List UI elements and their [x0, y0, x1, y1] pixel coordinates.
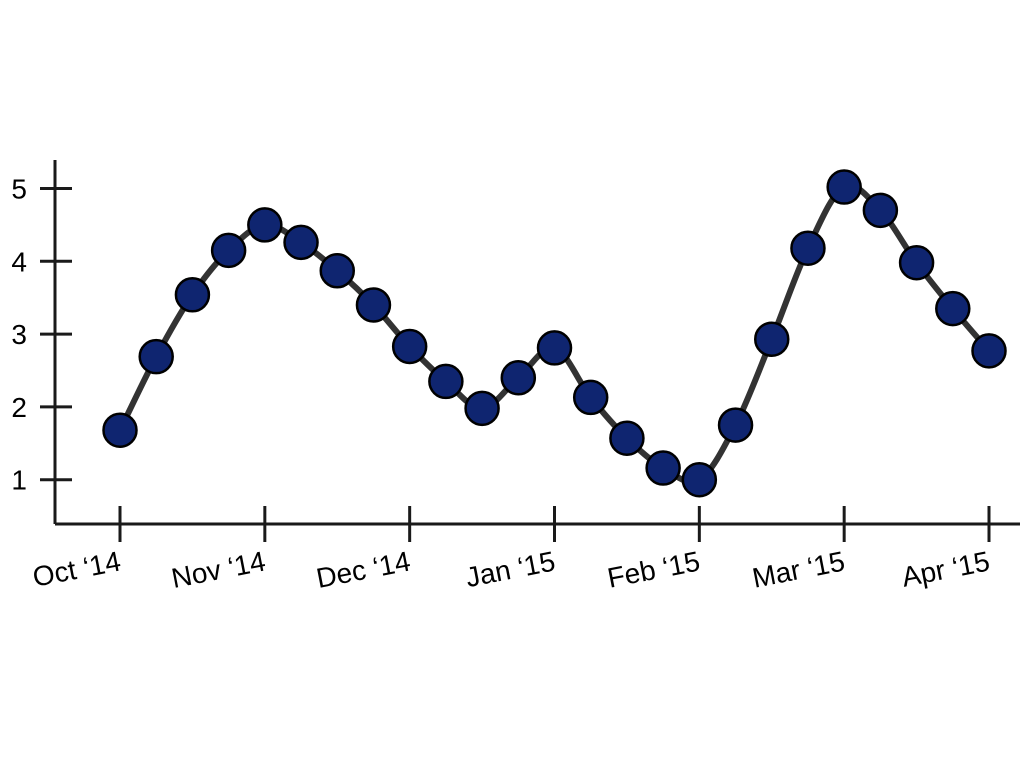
data-point — [862, 192, 899, 229]
y-tick-label: 2 — [11, 392, 27, 423]
data-point — [971, 333, 1007, 369]
data-point — [935, 290, 971, 327]
axes — [53, 160, 1020, 526]
data-point — [174, 277, 211, 313]
data-point — [247, 207, 283, 243]
x-tick-label: Dec ‘14 — [314, 545, 413, 594]
x-tick-label: Oct ‘14 — [30, 545, 123, 592]
data-points — [102, 169, 1007, 498]
y-tick-label: 5 — [11, 174, 27, 205]
data-point — [898, 245, 935, 281]
data-point — [681, 461, 718, 498]
data-point — [790, 230, 826, 266]
data-point — [283, 224, 319, 261]
data-point — [645, 450, 681, 486]
data-point — [536, 330, 573, 366]
x-tick-label: Nov ‘14 — [169, 545, 268, 594]
x-tick-label: Apr ‘15 — [899, 545, 992, 592]
data-point — [754, 321, 790, 357]
data-point — [138, 338, 174, 375]
data-point — [210, 232, 247, 269]
data-point — [319, 253, 355, 289]
data-point — [102, 412, 138, 448]
data-point — [609, 420, 645, 456]
y-tick-label: 1 — [11, 465, 27, 496]
data-point — [500, 360, 537, 396]
data-point — [355, 287, 392, 323]
data-point — [826, 169, 862, 205]
data-point — [717, 407, 754, 443]
data-point — [428, 363, 464, 400]
y-tick-label: 3 — [11, 319, 27, 350]
data-point — [464, 390, 500, 427]
x-tick-label: Jan ‘15 — [463, 545, 558, 593]
x-tick-label: Feb ‘15 — [605, 545, 703, 593]
y-tick-label: 4 — [11, 246, 27, 277]
x-tick-label: Mar ‘15 — [750, 545, 848, 593]
data-point — [572, 379, 609, 416]
data-point — [391, 328, 428, 365]
